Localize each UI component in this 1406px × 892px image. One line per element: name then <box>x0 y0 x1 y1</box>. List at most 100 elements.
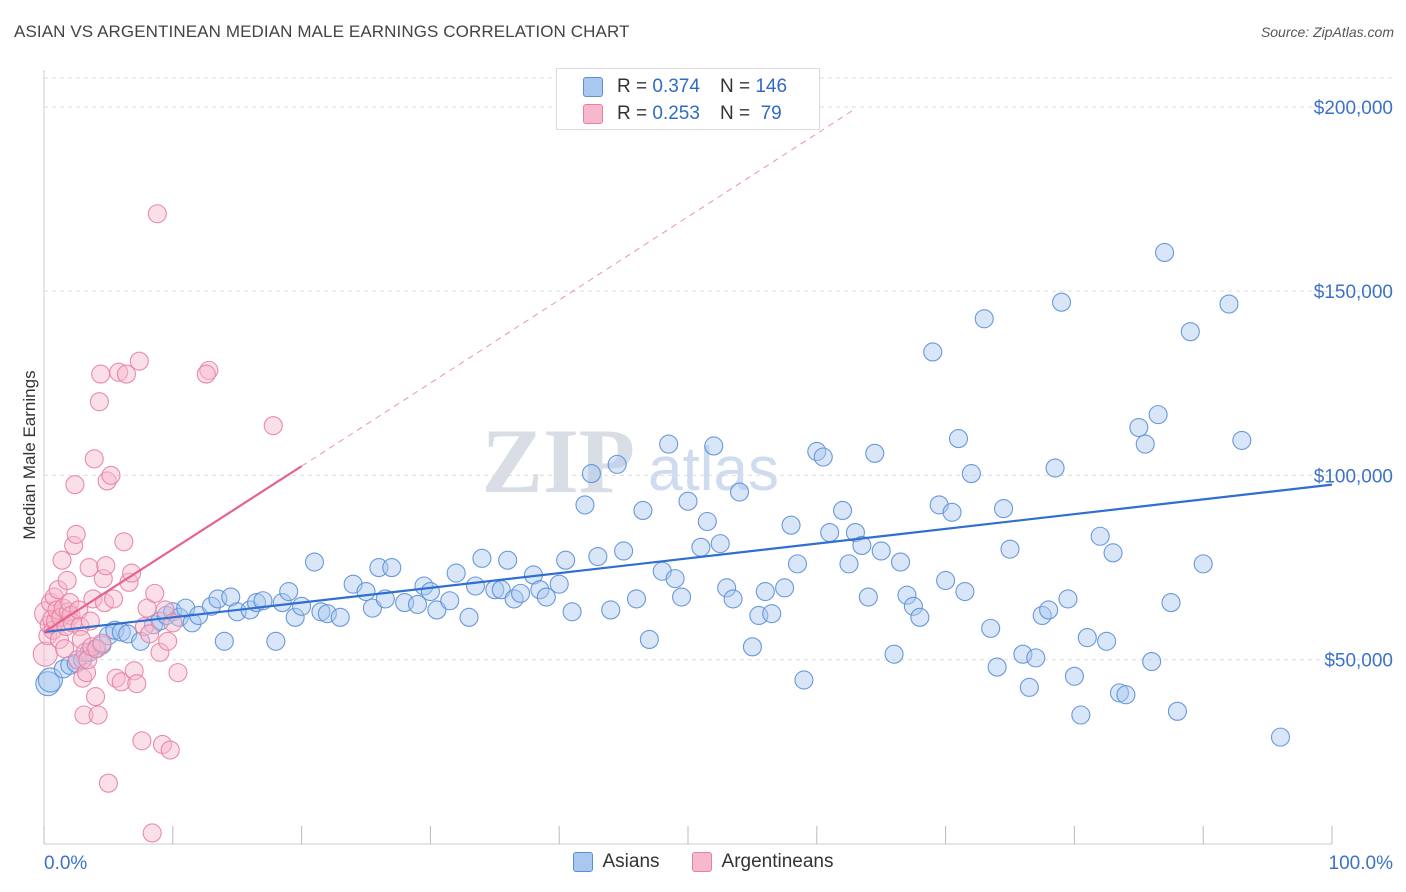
argentinean-point <box>106 668 126 688</box>
argentinean-point <box>71 629 91 649</box>
argentinean-point <box>96 556 116 576</box>
argentinean-point <box>168 663 188 683</box>
asian-point <box>858 587 878 607</box>
asian-point <box>897 585 917 605</box>
asian-point <box>266 631 286 651</box>
argentinean-point <box>79 558 99 578</box>
asian-point <box>942 502 962 522</box>
argentinean-point <box>88 705 108 725</box>
asian-point <box>884 644 904 664</box>
stats-n-value: 79 <box>755 103 782 124</box>
argentinean-point <box>92 633 112 653</box>
asian-trend-line <box>43 483 1333 634</box>
legend-item-asians[interactable]: Asians <box>572 851 660 873</box>
bottom-legend: Asians Argentineans <box>0 851 1406 873</box>
argentinean-point <box>104 589 124 609</box>
asian-point <box>1103 543 1123 563</box>
stats-n-value: 146 <box>755 76 788 97</box>
argentinean-point <box>98 773 118 793</box>
asian-point <box>626 589 647 609</box>
asian-point <box>1135 434 1155 454</box>
asian-point <box>35 671 61 697</box>
asian-point <box>279 581 299 602</box>
asian-point <box>575 495 595 515</box>
asian-point <box>865 443 885 463</box>
asian-point <box>639 629 659 649</box>
asian-point <box>633 500 653 520</box>
argentineans-legend-swatch <box>691 852 712 872</box>
argentineans-swatch <box>583 104 603 124</box>
argentinean-point <box>57 570 77 591</box>
asian-point <box>601 600 621 620</box>
asian-point <box>607 454 627 474</box>
asian-point <box>1000 539 1020 559</box>
asian-point <box>839 554 859 574</box>
y-tick-label: $200,000 <box>1314 98 1393 119</box>
asian-point <box>672 587 692 607</box>
asian-point <box>813 447 833 467</box>
asian-point <box>1045 458 1065 478</box>
asian-point <box>498 550 518 570</box>
argentinean-point <box>84 449 104 469</box>
asian-point <box>1116 685 1136 705</box>
asian-point <box>1148 405 1168 425</box>
asian-point <box>407 594 428 614</box>
asian-point <box>665 569 685 589</box>
asian-point <box>1142 652 1162 672</box>
asian-point <box>1071 705 1091 725</box>
asian-point <box>691 537 711 557</box>
asian-point <box>820 523 840 543</box>
asian-point <box>1026 648 1046 668</box>
argentinean-point <box>111 672 131 692</box>
asian-point <box>729 482 750 502</box>
argentinean-point <box>196 364 216 384</box>
asian-point <box>974 309 994 329</box>
stats-n-label: N = <box>719 103 751 124</box>
asian-point <box>1167 701 1187 721</box>
asian-point <box>588 546 608 567</box>
argentinean-point <box>85 687 106 707</box>
argentinean-point <box>65 475 85 495</box>
asian-point <box>890 552 911 572</box>
asian-point <box>1097 631 1117 651</box>
asian-point <box>903 596 923 616</box>
asian-point <box>459 607 479 627</box>
asian-point <box>562 602 582 622</box>
asian-point <box>781 515 801 535</box>
argentinean-point <box>109 362 129 382</box>
stats-n-label: N = <box>719 76 751 97</box>
argentinean-point <box>127 674 147 694</box>
asian-point <box>678 491 698 511</box>
asian-point <box>1155 242 1175 262</box>
asian-point <box>755 581 775 602</box>
asian-point <box>53 659 73 679</box>
stats-legend: R = 0.374 N = 146 R = 0.253 N = 79 <box>556 68 820 130</box>
asian-point <box>1270 727 1291 747</box>
asian-point <box>1180 322 1200 342</box>
asian-point <box>446 563 466 583</box>
asian-point <box>511 583 531 603</box>
legend-label-argentineans: Argentineans <box>721 851 834 872</box>
legend-item-argentineans[interactable]: Argentineans <box>691 851 834 873</box>
argentinean-point <box>129 351 149 371</box>
asian-point <box>356 581 376 602</box>
asian-point <box>292 596 312 616</box>
asian-point <box>948 429 969 449</box>
argentinean-point <box>66 524 86 544</box>
asian-point <box>936 570 956 591</box>
stats-r-value: 0.374 <box>652 76 700 97</box>
y-tick-label: $50,000 <box>1324 651 1393 672</box>
argentinean-point <box>142 823 162 843</box>
asian-point <box>420 581 440 602</box>
x-tick-label-max: 100.0% <box>1329 853 1394 874</box>
asian-point <box>440 591 460 611</box>
argentinean-point <box>55 639 75 659</box>
argentinean-point <box>263 416 283 436</box>
asian-point <box>1090 526 1110 546</box>
stats-row-argentineans: R = 0.253 N = 79 <box>583 103 782 125</box>
argentinean-point <box>116 364 136 384</box>
asian-point <box>923 342 943 362</box>
asian-point <box>581 464 601 484</box>
argentinean-point <box>199 360 219 380</box>
asian-point <box>910 607 930 627</box>
